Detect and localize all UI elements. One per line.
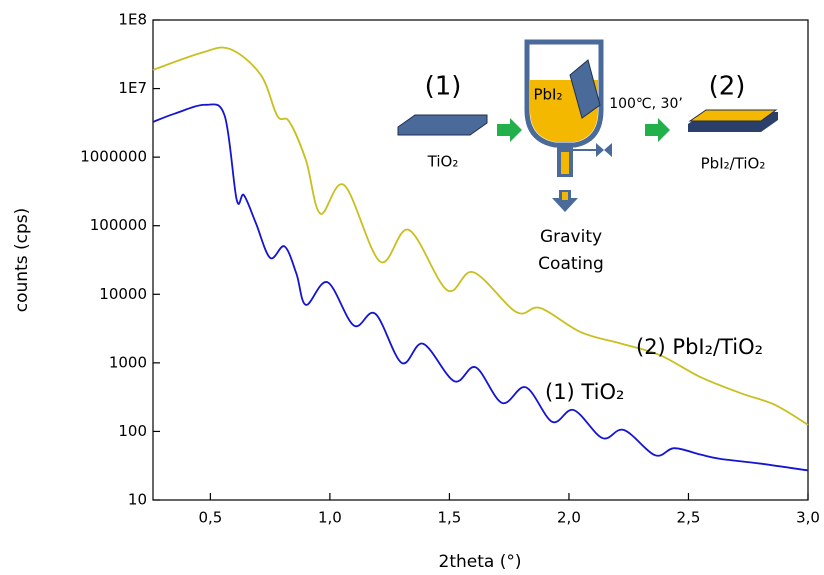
substrate-2-layer — [688, 109, 778, 122]
arrow — [497, 118, 522, 142]
annotation: (2) PbI₂/TiO₂ — [636, 335, 763, 359]
x-tick-label: 2,5 — [677, 509, 701, 527]
x-tick-label: 1,0 — [318, 509, 342, 527]
inset-label: 100℃, 30’ — [609, 96, 683, 112]
y-tick-label: 10000 — [99, 285, 147, 303]
inset-label: (1) — [425, 72, 462, 102]
inset-schematic: (1) TiO₂ PbI₂ 100℃, 30’ (2) PbI₂/TiO₂ Gr… — [397, 39, 778, 274]
plot-frame — [152, 19, 809, 501]
data-line — [152, 46, 809, 426]
valve — [596, 143, 612, 157]
inset-label: PbI₂ — [533, 86, 562, 104]
x-tick-label: 2,0 — [557, 509, 581, 527]
inset-label: PbI₂/TiO₂ — [701, 155, 766, 173]
x-axis-label: 2theta (°) — [439, 552, 522, 572]
arrow — [645, 118, 670, 142]
y-tick-label: 100000 — [90, 216, 147, 234]
data-line — [152, 103, 809, 472]
down-arrow-fill — [562, 192, 568, 200]
y-tick-label: 100 — [118, 422, 147, 440]
y-tick-label: 10 — [128, 491, 147, 509]
annotation: (1) TiO₂ — [545, 380, 624, 404]
inset-label: Coating — [538, 254, 604, 274]
x-tick-label: 1,5 — [437, 509, 461, 527]
substrate-in-vessel — [569, 59, 601, 119]
y-tick-label: 1000000 — [80, 148, 147, 166]
x-tick-label: 3,0 — [796, 509, 820, 527]
x-tick-label: 0,5 — [198, 509, 222, 527]
y-tick-label: 1E8 — [118, 11, 147, 29]
tube-flow — [561, 152, 569, 174]
y-axis-label: counts (cps) — [12, 208, 32, 312]
inset-label: TiO₂ — [427, 153, 459, 171]
substrate-1 — [397, 114, 488, 136]
y-tick-label: 1E7 — [118, 79, 147, 97]
inset-label: (2) — [709, 72, 746, 102]
y-tick-label: 1000 — [109, 353, 147, 371]
down-arrow — [552, 190, 578, 212]
inset-label: Gravity — [540, 227, 602, 247]
